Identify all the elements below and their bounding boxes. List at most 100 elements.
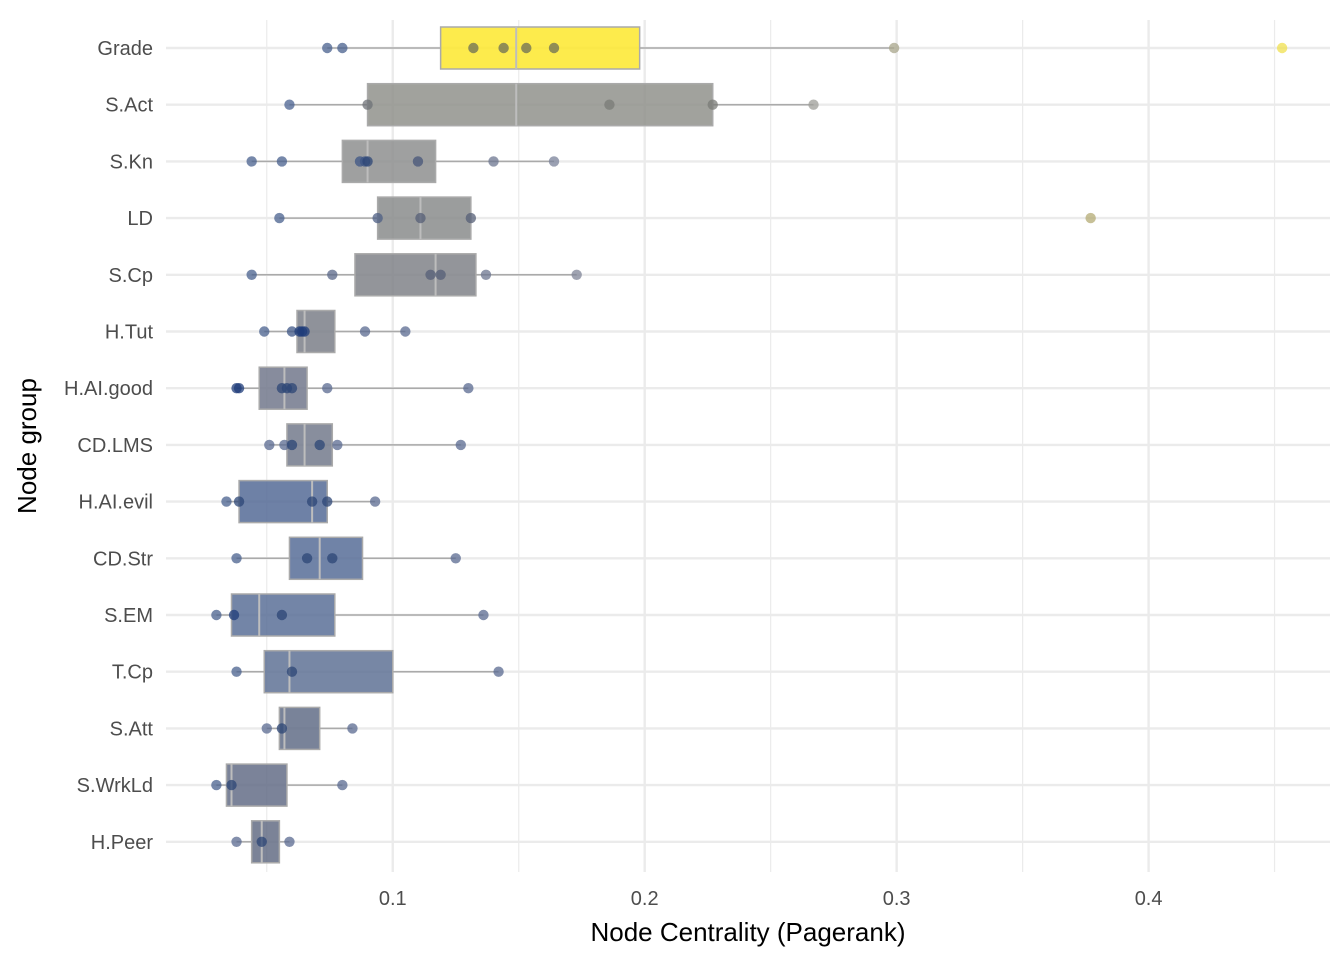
y-tick-label: H.AI.evil (79, 492, 153, 514)
x-tick-label: 0.4 (1135, 888, 1163, 910)
data-point (435, 269, 446, 280)
data-point (400, 326, 411, 337)
data-point (707, 99, 718, 110)
data-point (211, 609, 222, 621)
data-point (347, 723, 358, 734)
box (263, 649, 394, 694)
data-point (808, 99, 819, 110)
y-tick-label: CD.LMS (77, 435, 153, 457)
box (258, 366, 308, 410)
y-tick-label: H.Tut (105, 322, 154, 344)
data-point (286, 439, 298, 451)
data-point (231, 553, 242, 564)
data-point (233, 383, 245, 394)
data-point (322, 496, 333, 507)
data-point (259, 326, 270, 337)
point-layer (211, 42, 1288, 847)
data-point (1276, 42, 1288, 54)
y-tick-label: S.EM (104, 605, 153, 627)
y-tick-label: H.AI.good (64, 378, 153, 400)
tick-label-layer: 0.1 0.2 0.3 0.4 Grade S.Act S.Kn LD S.Cp H.Tut H.A… (64, 38, 1162, 910)
x-tick-label: 0.2 (631, 888, 659, 910)
data-point (327, 269, 338, 280)
data-point (372, 212, 383, 224)
data-point (455, 439, 466, 451)
data-point (337, 42, 348, 54)
data-point (571, 269, 582, 280)
data-point (415, 212, 426, 224)
data-point (246, 156, 257, 167)
data-point (276, 609, 288, 621)
data-point (478, 609, 489, 621)
data-point (463, 383, 474, 394)
y-tick-label: Grade (97, 38, 153, 60)
y-tick-label: S.Att (110, 718, 154, 740)
box (366, 82, 714, 127)
data-point (425, 269, 436, 280)
data-point (284, 836, 295, 847)
data-point (256, 836, 267, 847)
data-point (276, 723, 288, 734)
data-point (322, 42, 333, 54)
box (230, 593, 336, 637)
data-point (604, 99, 615, 110)
data-point (548, 156, 560, 167)
x-axis-title: Node Centrality (Pagerank) (590, 917, 905, 947)
data-point (337, 779, 348, 791)
y-tick-label: LD (127, 208, 153, 230)
box (354, 253, 477, 297)
data-point (286, 666, 298, 677)
data-point (362, 99, 373, 110)
data-point (286, 383, 298, 394)
box-layer (216, 26, 895, 864)
data-point (322, 383, 333, 394)
data-point (301, 553, 313, 564)
data-point (450, 553, 461, 564)
y-tick-label: S.Act (105, 95, 153, 117)
x-tick-label: 0.1 (379, 888, 407, 910)
data-point (231, 666, 242, 677)
data-point (314, 439, 325, 451)
data-point (327, 553, 338, 564)
data-point (521, 42, 532, 54)
data-point (412, 156, 424, 167)
data-point (226, 779, 237, 791)
data-point (468, 42, 479, 54)
data-point (1085, 212, 1096, 224)
y-tick-label: CD.Str (93, 548, 153, 570)
data-point (284, 99, 295, 110)
data-point (231, 836, 242, 847)
data-point (299, 326, 310, 337)
data-point (888, 42, 900, 54)
data-point (274, 212, 285, 224)
data-point (279, 439, 290, 451)
data-point (221, 496, 232, 507)
y-tick-label: S.Cp (109, 265, 153, 287)
data-point (362, 156, 373, 167)
data-point (488, 156, 499, 167)
data-point (233, 496, 245, 507)
y-tick-label: S.Kn (110, 151, 153, 173)
data-point (276, 156, 288, 167)
data-point (211, 779, 222, 791)
data-point (286, 326, 298, 337)
y-tick-label: T.Cp (112, 662, 153, 684)
data-point (548, 42, 560, 54)
data-point (480, 269, 492, 280)
data-point (246, 269, 257, 280)
data-point (306, 496, 318, 507)
y-tick-label: H.Peer (91, 832, 154, 854)
data-point (369, 496, 381, 507)
y-tick-label: S.WrkLd (77, 775, 153, 797)
y-axis-title: Node group (12, 378, 42, 514)
data-point (228, 609, 240, 621)
data-point (359, 326, 371, 337)
x-tick-label: 0.3 (883, 888, 911, 910)
data-point (465, 212, 477, 224)
data-point (493, 666, 504, 677)
data-point (498, 42, 509, 54)
box (288, 536, 364, 581)
data-point (264, 439, 275, 451)
data-point (332, 439, 343, 451)
